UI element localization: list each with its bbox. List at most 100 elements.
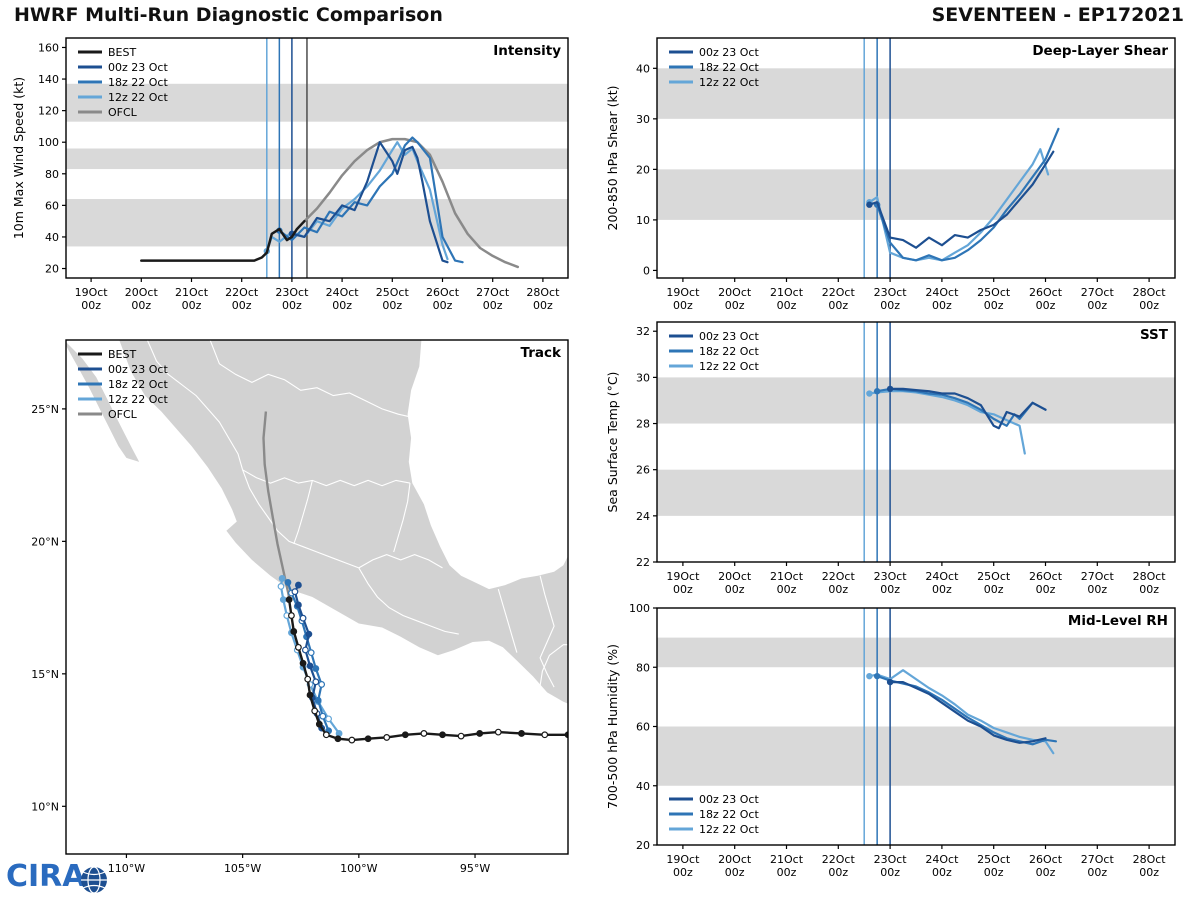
panel-title: Intensity — [493, 43, 561, 59]
sst-chart: SST22242628303219Oct00z20Oct00z21Oct00z2… — [605, 321, 1176, 596]
x-tick-label: 00z — [984, 299, 1004, 312]
x-tick-label: 26Oct — [1029, 286, 1063, 299]
y-tick-label: 40 — [45, 231, 59, 244]
y-tick-label: 100 — [629, 602, 650, 615]
track-marker — [494, 728, 502, 736]
track-marker — [312, 665, 320, 672]
panel-title: Mid-Level RH — [1068, 613, 1168, 629]
x-tick-label: 22Oct — [225, 286, 259, 299]
x-tick-label: 19Oct — [666, 853, 700, 866]
track-marker — [383, 734, 391, 741]
track-marker — [295, 643, 302, 651]
x-tick-label: 26Oct — [426, 286, 460, 299]
state-border — [209, 340, 411, 418]
track-marker — [334, 735, 342, 743]
y-tick-label: 0 — [643, 264, 650, 277]
legend-label: 18z 22 Oct — [108, 76, 168, 89]
y-tick-label: 160 — [38, 41, 59, 54]
x-tick-label: 00z — [725, 866, 745, 879]
globe-icon — [81, 866, 107, 894]
track-marker — [295, 581, 302, 589]
x-tick-label: 00z — [382, 299, 402, 312]
x-tick-label: 00z — [880, 583, 900, 596]
track-marker — [279, 596, 287, 604]
lat-tick-label: 15°N — [31, 668, 59, 681]
legend-label: 12z 22 Oct — [108, 393, 168, 406]
x-tick-label: 00z — [1036, 583, 1056, 596]
x-tick-label: 23Oct — [874, 286, 908, 299]
category-band — [657, 637, 1175, 668]
track-marker — [284, 579, 292, 586]
track-marker — [322, 731, 330, 739]
x-tick-label: 19Oct — [666, 570, 700, 583]
track-marker — [315, 720, 323, 728]
x-tick-label: 22Oct — [822, 570, 856, 583]
category-band — [657, 169, 1175, 220]
track-marker — [291, 588, 299, 596]
track-marker — [301, 646, 309, 654]
x-tick-label: 20Oct — [718, 853, 752, 866]
state-border — [242, 469, 411, 487]
plot-frame — [65, 37, 569, 279]
track-panel: Track 10°N 15°N 20°N 25°N 110°W 105°W 100°W 95°W… — [8, 332, 593, 892]
series-line-OFCL — [303, 137, 520, 269]
category-band — [66, 148, 568, 170]
y-tick-label: 10 — [636, 214, 650, 227]
legend-label: OFCL — [108, 408, 138, 421]
x-tick-label: 25Oct — [977, 286, 1011, 299]
series-start-marker — [886, 385, 894, 393]
series-line-18z 22 Oct — [278, 136, 464, 264]
storm-title: SEVENTEEN - EP172021 — [931, 4, 1184, 26]
series-line-12z 22 Oct — [868, 669, 1055, 755]
legend-label: BEST — [108, 46, 136, 59]
legend-label: 00z 23 Oct — [108, 61, 168, 74]
x-tick-label: 19Oct — [75, 286, 109, 299]
x-tick-label: 28Oct — [1133, 286, 1167, 299]
track-marker — [518, 730, 525, 737]
y-axis-label: 200-850 hPa Shear (kt) — [605, 86, 620, 231]
lat-tick-label: 20°N — [31, 535, 59, 548]
x-tick-label: 21Oct — [175, 286, 209, 299]
y-tick-label: 20 — [636, 839, 650, 852]
x-tick-label: 00z — [932, 583, 952, 596]
track-marker — [299, 659, 307, 667]
x-tick-label: 00z — [232, 299, 252, 312]
y-tick-label: 40 — [636, 62, 650, 75]
track-map: Track 10°N 15°N 20°N 25°N 110°W 105°W 100°W 95°W… — [31, 339, 569, 875]
state-border — [242, 469, 359, 569]
track-marker — [476, 730, 484, 737]
legend-label: BEST — [108, 348, 136, 361]
x-tick-label: 26Oct — [1029, 570, 1063, 583]
legend-label: 00z 23 Oct — [699, 330, 759, 343]
legend-label: 18z 22 Oct — [699, 345, 759, 358]
x-tick-label: 00z — [777, 866, 797, 879]
x-tick-label: 22Oct — [822, 853, 856, 866]
x-tick-label: 00z — [483, 299, 503, 312]
track-marker — [314, 696, 322, 704]
x-tick-label: 00z — [880, 866, 900, 879]
legend-label: 12z 22 Oct — [699, 360, 759, 373]
state-border — [358, 567, 459, 635]
lat-tick-label: 25°N — [31, 403, 59, 416]
sst-panel: SST 22 24 26 28 30 32 19Oct 00z 20Oct 00z 21Oct 00z 2… — [602, 312, 1197, 614]
x-tick-label: 24Oct — [326, 286, 360, 299]
track-marker — [319, 712, 327, 720]
state-border — [358, 554, 443, 569]
track-marker — [335, 730, 343, 737]
x-tick-label: 00z — [131, 299, 151, 312]
x-tick-label: 28Oct — [1133, 570, 1167, 583]
panel-title: Deep-Layer Shear — [1032, 43, 1168, 59]
x-tick-label: 20Oct — [718, 286, 752, 299]
plot-frame — [656, 37, 1176, 279]
plot-area — [657, 322, 1175, 562]
x-tick-label: 00z — [725, 299, 745, 312]
x-tick-label: 00z — [1087, 866, 1107, 879]
track-marker — [325, 715, 333, 723]
y-tick-label: 20 — [636, 163, 650, 176]
y-tick-label: 60 — [636, 721, 650, 734]
x-tick-label: 21Oct — [770, 286, 804, 299]
y-tick-label: 22 — [636, 556, 650, 569]
track-marker — [304, 675, 312, 683]
track-marker — [348, 736, 356, 744]
x-tick-label: 25Oct — [977, 853, 1011, 866]
